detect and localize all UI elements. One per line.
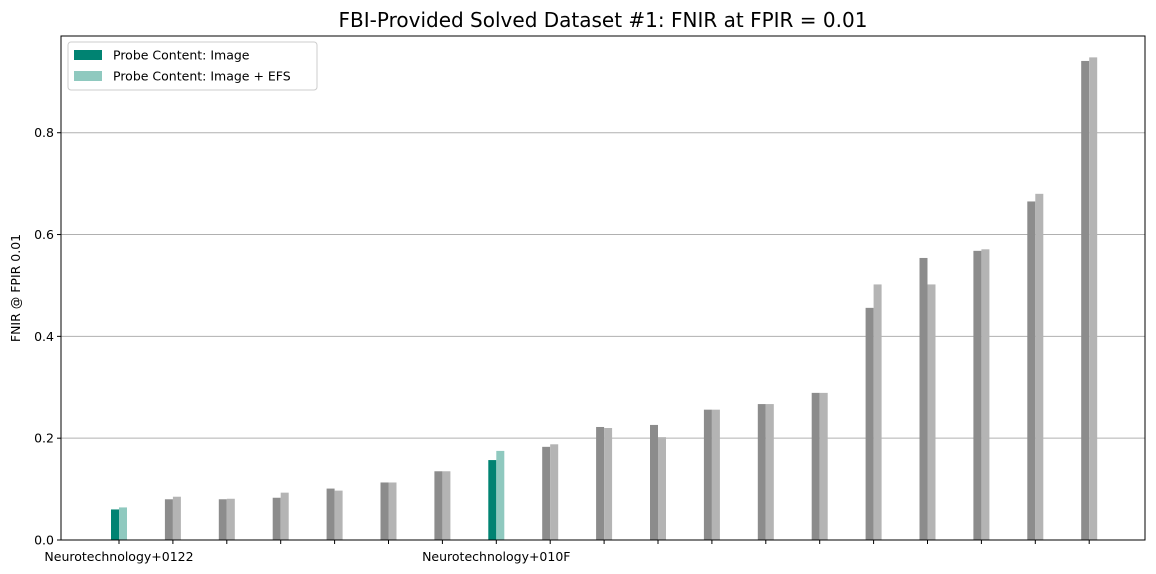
bar-image <box>111 509 119 540</box>
legend-swatch <box>74 50 102 60</box>
y-axis-ticks: 0.0 0.2 0.4 0.6 0.8 <box>34 125 61 548</box>
bar-image <box>488 460 497 540</box>
bar-image-efs <box>1035 193 1044 540</box>
bar-image-efs <box>819 392 828 540</box>
bar-image <box>596 426 605 540</box>
bar-image <box>973 250 982 540</box>
bar-image-efs <box>765 404 774 540</box>
bar-image-efs <box>981 249 990 541</box>
legend: Probe Content: Image Probe Content: Image… <box>67 41 318 91</box>
bar-image <box>1081 60 1090 540</box>
bar-image <box>326 488 335 540</box>
bar-image <box>380 482 389 540</box>
bar-image <box>542 446 551 540</box>
bar-image-efs <box>388 482 397 540</box>
y-tick-label: 0.8 <box>34 125 54 140</box>
x-axis-ticks: Neurotechnology+0122 Neurotechnology+010F <box>44 540 1090 564</box>
x-tick-label: Neurotechnology+0122 <box>44 549 193 564</box>
bar-image-efs <box>711 409 720 540</box>
y-tick-label: 0.6 <box>34 227 54 242</box>
bar-image-efs <box>442 471 451 540</box>
y-tick-label: 0.2 <box>34 431 54 446</box>
bar-image <box>865 307 874 540</box>
bar-image-efs <box>334 490 343 540</box>
bar-image-efs <box>280 492 289 540</box>
plot-frame <box>60 35 1146 541</box>
bar-image-efs <box>119 507 127 540</box>
bar-image-efs <box>226 498 235 540</box>
bar-image-efs <box>1089 57 1098 541</box>
bar-image <box>164 499 173 540</box>
bar-image <box>434 471 443 540</box>
bar-image-efs <box>927 284 936 540</box>
y-tick-label: 0.4 <box>34 329 54 344</box>
legend-label: Probe Content: Image <box>113 48 250 63</box>
bar-image <box>757 404 766 540</box>
bar-image <box>919 257 928 540</box>
bar-image <box>218 499 227 540</box>
bar-image-efs <box>550 444 559 540</box>
bar-image <box>650 424 658 540</box>
y-tick-label: 0.0 <box>34 533 54 548</box>
x-tick-label: Neurotechnology+010F <box>422 549 570 564</box>
bar-image <box>703 409 712 540</box>
bar-image-efs <box>604 428 613 540</box>
bar-image-efs <box>496 450 505 540</box>
y-axis-label: FNIR @ FPIR 0.01 <box>8 234 23 342</box>
bars <box>111 57 1098 541</box>
bar-image-efs <box>172 496 181 540</box>
legend-box <box>67 41 318 91</box>
bar-image <box>1027 201 1036 541</box>
bar-image <box>811 392 820 540</box>
bar-image-efs <box>658 437 666 540</box>
chart-title: FBI-Provided Solved Dataset #1: FNIR at … <box>339 8 868 32</box>
legend-label: Probe Content: Image + EFS <box>113 69 291 84</box>
legend-swatch <box>74 71 102 81</box>
bar-image <box>272 497 281 540</box>
bar-image-efs <box>873 284 882 540</box>
